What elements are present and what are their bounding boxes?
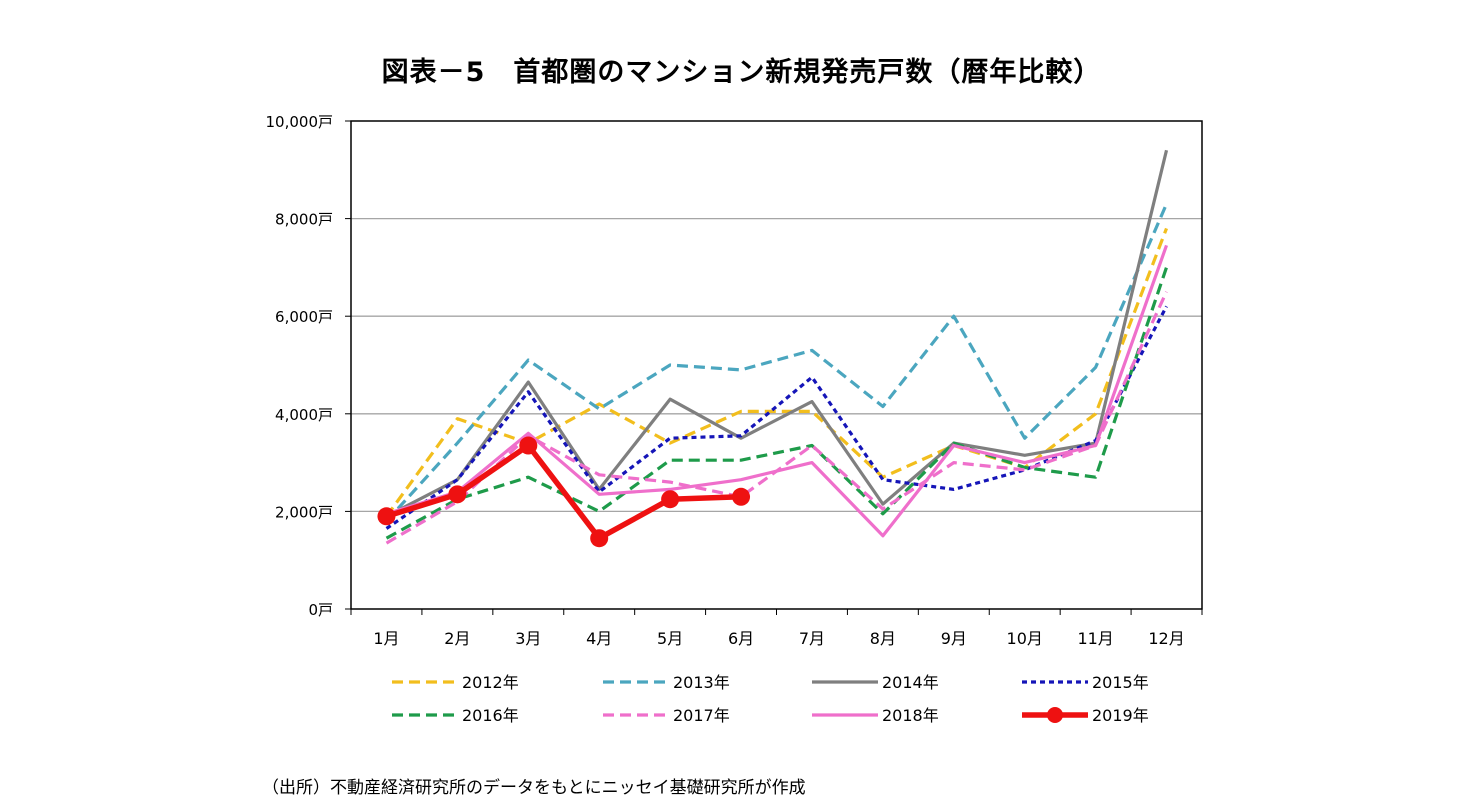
x-tick-label: 10月 — [1007, 629, 1043, 648]
gridlines — [351, 217, 1202, 513]
y-tick-label: 0戸 — [308, 601, 333, 619]
series-line-2016年 — [385, 266, 1169, 540]
data-point-2019年 — [377, 507, 396, 526]
x-tick-label: 5月 — [657, 629, 683, 648]
y-tick-label: 10,000戸 — [266, 113, 334, 131]
legend-label: 2013年 — [673, 673, 730, 692]
x-tick-label: 4月 — [586, 629, 612, 648]
x-tick-label: 11月 — [1077, 629, 1113, 648]
x-tick-label: 3月 — [515, 629, 541, 648]
legend-label: 2015年 — [1092, 673, 1149, 692]
y-tick-label: 4,000戸 — [275, 406, 333, 424]
series-lines — [377, 149, 1169, 548]
y-tick-label: 2,000戸 — [275, 503, 333, 521]
source-note: （出所）不動産経済研究所のデータをもとにニッセイ基礎研究所が作成 — [262, 778, 806, 798]
data-point-2019年 — [661, 490, 680, 509]
y-tick-label: 8,000戸 — [275, 211, 333, 229]
x-tick-label: 2月 — [444, 629, 470, 648]
legend-label: 2019年 — [1092, 706, 1149, 725]
chart-title: 図表－5 首都圏のマンション新規発売戸数（暦年比較） — [381, 57, 1102, 88]
x-tick-label: 8月 — [870, 629, 896, 648]
x-tick-label: 7月 — [799, 629, 825, 648]
x-tick-label: 1月 — [373, 629, 399, 648]
legend-label: 2012年 — [462, 673, 519, 692]
series-line-2019年 — [385, 442, 742, 541]
series-line-2018年 — [386, 244, 1169, 538]
legend-label: 2014年 — [882, 673, 939, 692]
x-tick-label: 12月 — [1148, 629, 1184, 648]
y-tick-label: 6,000戸 — [275, 308, 333, 326]
legend: 2012年 2013年 2014年 2015年 2016年 2017年 2018年 2019年 — [392, 673, 1149, 725]
axes: 0戸 2,000戸 4,000戸 6,000戸 8,000戸 10,000戸 1月 2月 3月 4… — [266, 113, 1203, 648]
x-tick-label: 6月 — [728, 629, 754, 648]
x-tick-label: 9月 — [941, 629, 967, 648]
series-line-2014年 — [385, 149, 1169, 518]
data-point-2019年 — [519, 436, 538, 455]
legend-marker-2019年 — [1047, 707, 1063, 723]
legend-label: 2017年 — [673, 706, 730, 725]
plot-area — [350, 120, 1203, 610]
legend-label: 2016年 — [462, 706, 519, 725]
series-line-2013年 — [385, 203, 1168, 523]
legend-label: 2018年 — [882, 706, 939, 725]
data-point-2019年 — [448, 485, 467, 504]
data-point-2019年 — [590, 529, 609, 548]
data-point-2019年 — [732, 487, 751, 506]
